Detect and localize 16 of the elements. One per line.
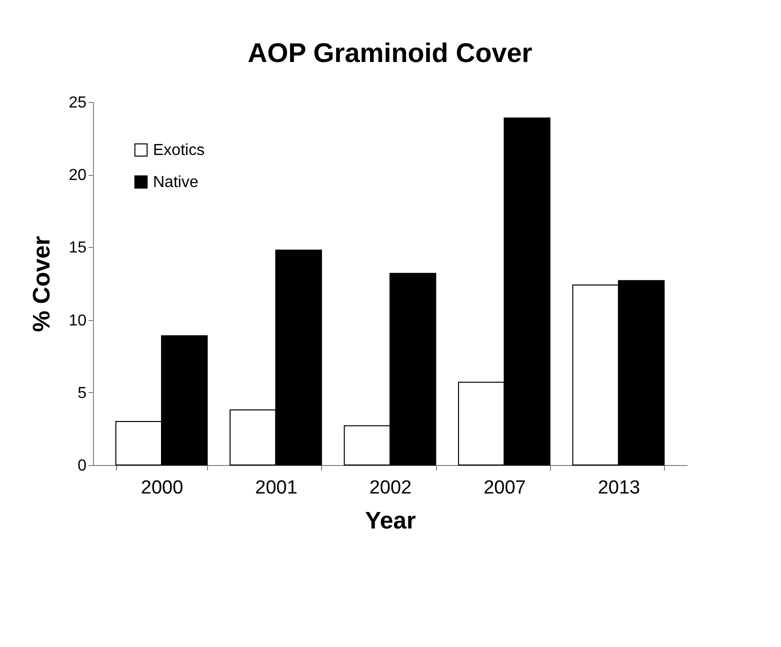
y-tick-label: 5 xyxy=(78,384,87,402)
legend-label: Exotics xyxy=(153,142,205,159)
x-tick-label: 2001 xyxy=(255,478,298,498)
y-tick-label: 15 xyxy=(68,240,87,257)
legend-label: Native xyxy=(153,174,198,191)
y-axis-title: % Cover xyxy=(28,236,56,332)
x-tick-label: 2002 xyxy=(369,478,412,498)
chart-title: AOP Graminoid Cover xyxy=(248,38,533,68)
y-tick-label: 25 xyxy=(68,94,87,112)
y-tick-label: 20 xyxy=(68,167,87,184)
x-tick-label: 2013 xyxy=(598,478,640,498)
x-tick-label: 2000 xyxy=(140,478,184,498)
y-tick-label: 10 xyxy=(68,312,87,330)
x-tick-label: 2007 xyxy=(484,478,526,498)
x-axis-title: Year xyxy=(365,508,416,534)
y-tick-label: 0 xyxy=(78,458,87,474)
